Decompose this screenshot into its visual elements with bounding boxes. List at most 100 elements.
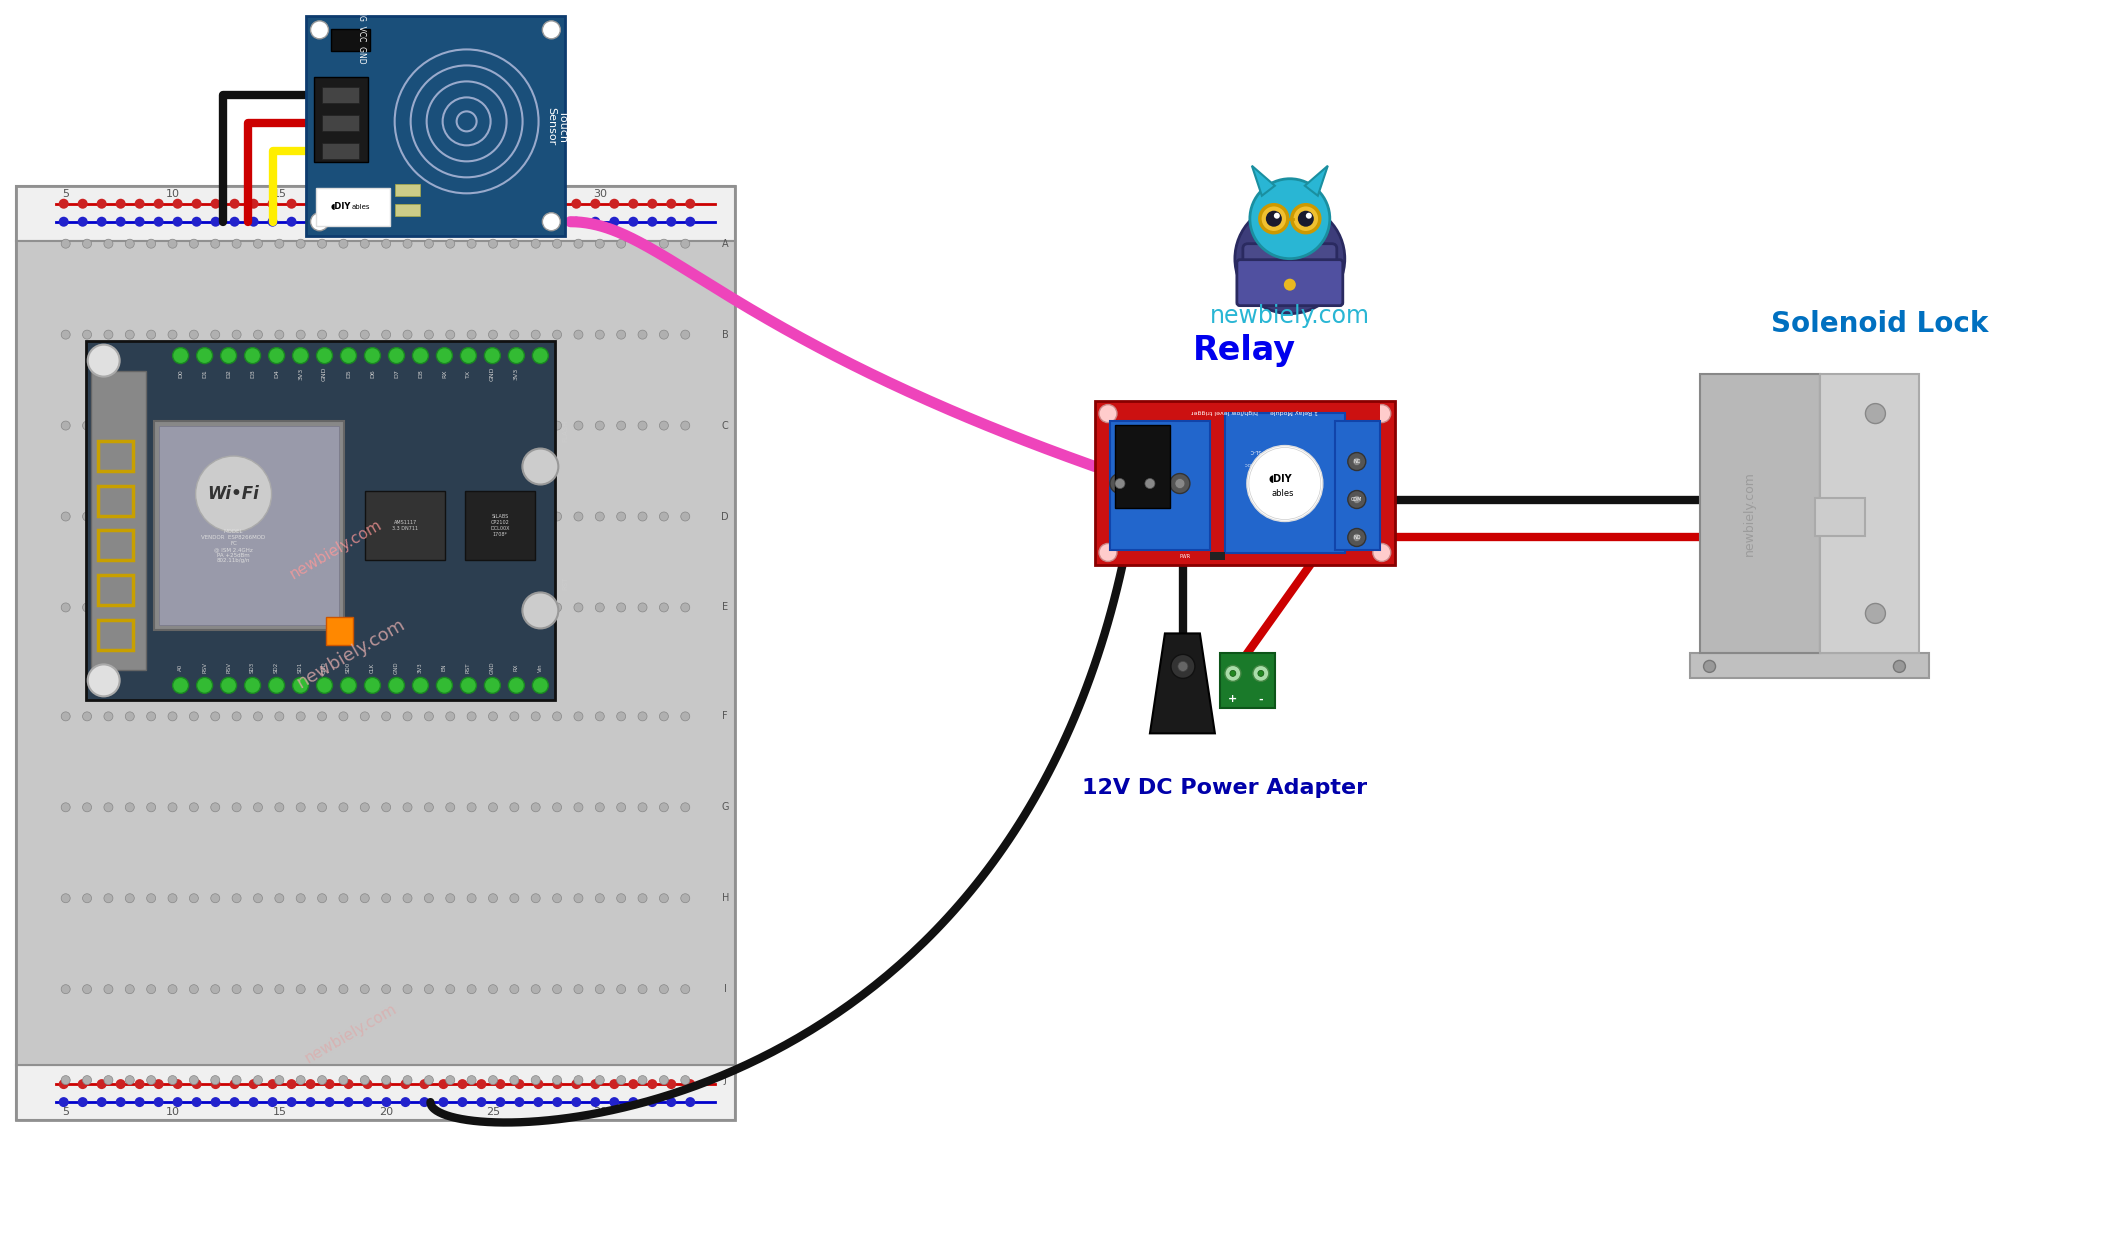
Circle shape <box>229 1079 239 1089</box>
Text: Wi•Fi: Wi•Fi <box>207 485 260 503</box>
Circle shape <box>648 1079 656 1089</box>
Bar <box>15 186 735 240</box>
Circle shape <box>83 512 91 522</box>
Text: RST: RST <box>466 662 470 673</box>
Circle shape <box>188 330 199 339</box>
Circle shape <box>229 217 239 227</box>
Circle shape <box>447 603 455 612</box>
Circle shape <box>402 985 413 994</box>
Circle shape <box>489 330 497 339</box>
Circle shape <box>78 217 87 227</box>
Circle shape <box>233 1075 241 1085</box>
Circle shape <box>616 512 627 522</box>
Circle shape <box>658 239 669 248</box>
Circle shape <box>616 985 627 994</box>
Circle shape <box>135 1097 144 1107</box>
Circle shape <box>174 677 188 693</box>
Circle shape <box>339 894 347 903</box>
Circle shape <box>637 894 648 903</box>
Circle shape <box>595 239 603 248</box>
Bar <box>15 240 735 1065</box>
Circle shape <box>167 239 178 248</box>
Circle shape <box>87 665 121 697</box>
Circle shape <box>381 1097 392 1107</box>
Circle shape <box>267 1097 277 1107</box>
Circle shape <box>574 239 582 248</box>
Circle shape <box>595 803 603 811</box>
Text: ◖DIY: ◖DIY <box>330 202 351 211</box>
Text: D7: D7 <box>394 369 398 379</box>
Circle shape <box>296 603 305 612</box>
Circle shape <box>188 1075 199 1085</box>
Text: ables: ables <box>351 203 370 210</box>
Circle shape <box>59 1097 68 1107</box>
Circle shape <box>459 348 476 364</box>
Circle shape <box>97 217 106 227</box>
Circle shape <box>146 1075 157 1085</box>
Circle shape <box>533 199 544 208</box>
Circle shape <box>254 711 263 721</box>
Circle shape <box>542 213 561 231</box>
Circle shape <box>311 213 328 231</box>
Circle shape <box>510 603 519 612</box>
Polygon shape <box>1304 165 1327 196</box>
Circle shape <box>233 803 241 811</box>
Circle shape <box>495 1079 506 1089</box>
Circle shape <box>468 894 476 903</box>
Circle shape <box>553 512 561 522</box>
Circle shape <box>360 803 368 811</box>
Text: newbiely.com: newbiely.com <box>286 517 383 582</box>
Circle shape <box>155 217 163 227</box>
Circle shape <box>269 348 284 364</box>
Circle shape <box>553 239 561 248</box>
Circle shape <box>193 1079 201 1089</box>
Circle shape <box>595 985 603 994</box>
Circle shape <box>1234 203 1344 313</box>
Circle shape <box>553 1079 563 1089</box>
Circle shape <box>360 985 368 994</box>
Circle shape <box>1353 534 1361 541</box>
Circle shape <box>339 711 347 721</box>
Circle shape <box>78 199 87 208</box>
Circle shape <box>616 1075 627 1085</box>
FancyBboxPatch shape <box>1243 244 1336 296</box>
Circle shape <box>339 803 347 811</box>
Circle shape <box>343 1097 354 1107</box>
Circle shape <box>360 420 368 430</box>
Circle shape <box>167 1075 178 1085</box>
Circle shape <box>553 330 561 339</box>
Circle shape <box>324 1097 334 1107</box>
Circle shape <box>591 1079 601 1089</box>
Circle shape <box>146 239 157 248</box>
Circle shape <box>423 330 434 339</box>
Text: GND: GND <box>322 366 326 381</box>
Circle shape <box>595 330 603 339</box>
Circle shape <box>423 894 434 903</box>
Circle shape <box>476 199 487 208</box>
Circle shape <box>78 1079 87 1089</box>
Bar <box>91 371 146 671</box>
Text: SIG  VCC  GND: SIG VCC GND <box>358 9 366 64</box>
Circle shape <box>423 239 434 248</box>
Circle shape <box>591 217 601 227</box>
Circle shape <box>682 330 690 339</box>
Text: CLK: CLK <box>370 662 375 672</box>
Circle shape <box>362 217 373 227</box>
Bar <box>15 1065 735 1120</box>
Circle shape <box>413 677 428 693</box>
Circle shape <box>362 1097 373 1107</box>
Circle shape <box>1298 211 1315 227</box>
Circle shape <box>510 711 519 721</box>
Text: 12V DC Power Adapter: 12V DC Power Adapter <box>1082 778 1368 798</box>
Text: D2: D2 <box>227 369 231 379</box>
Circle shape <box>514 217 525 227</box>
Circle shape <box>1865 603 1886 624</box>
Circle shape <box>233 420 241 430</box>
Circle shape <box>495 1097 506 1107</box>
Circle shape <box>1116 478 1124 488</box>
Circle shape <box>574 603 582 612</box>
Circle shape <box>531 803 540 811</box>
Circle shape <box>318 803 326 811</box>
Circle shape <box>610 1097 620 1107</box>
Circle shape <box>167 894 178 903</box>
